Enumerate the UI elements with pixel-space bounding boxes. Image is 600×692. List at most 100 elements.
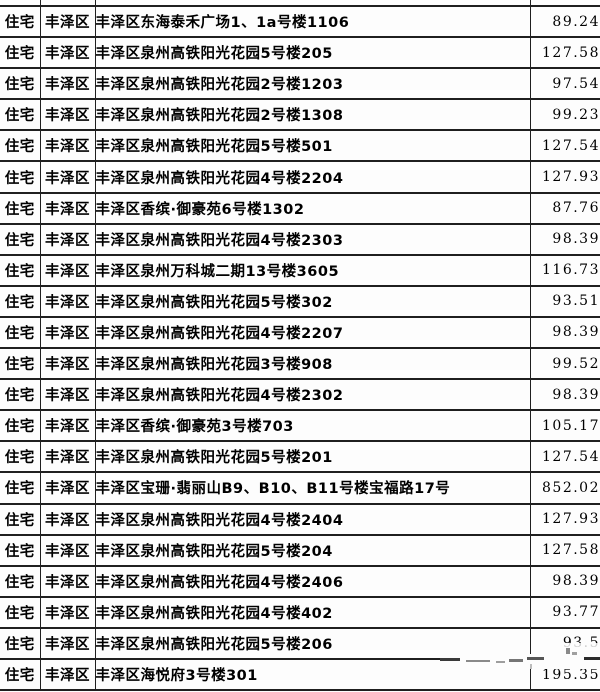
cell-property-type: 住宅 xyxy=(0,222,40,255)
cell-area: 89.24 xyxy=(529,4,600,38)
cell-property-type: 住宅 xyxy=(0,595,40,628)
cell-district: 丰泽区 xyxy=(39,160,95,193)
smear-dash xyxy=(466,660,490,662)
table-row: 住宅 丰泽区 丰泽区泉州高铁阳光花园3号楼908 99.52 xyxy=(0,347,600,380)
cell-property-type: 住宅 xyxy=(0,564,40,597)
cell-area: 98.39 xyxy=(529,222,600,255)
cell-district: 丰泽区 xyxy=(39,378,95,411)
cell-property-type: 住宅 xyxy=(0,626,40,659)
cell-area: 852.02 xyxy=(529,471,600,504)
cell-area: 127.93 xyxy=(529,502,600,535)
table-row: 住宅 丰泽区 丰泽区东海泰禾广场1、1a号楼1106 89.24 xyxy=(0,4,600,38)
cell-address: 丰泽区泉州高铁阳光花园4号楼2406 xyxy=(94,564,530,597)
cell-property-type: 住宅 xyxy=(0,409,40,442)
smear-dash xyxy=(440,658,460,661)
smear-digit-fragment xyxy=(572,652,577,655)
cell-property-type: 住宅 xyxy=(0,657,40,692)
cell-district: 丰泽区 xyxy=(39,564,95,597)
cell-district: 丰泽区 xyxy=(39,657,95,692)
cell-address: 丰泽区香缤·御豪苑3号楼703 xyxy=(94,409,530,442)
cell-district: 丰泽区 xyxy=(39,440,95,473)
cell-property-type: 住宅 xyxy=(0,315,40,349)
smear-digit-fragment xyxy=(566,648,570,654)
cell-address: 丰泽区泉州高铁阳光花园4号楼2302 xyxy=(94,378,530,411)
table-row: 住宅 丰泽区 丰泽区香缤·御豪苑6号楼1302 87.76 xyxy=(0,191,600,224)
cell-district: 丰泽区 xyxy=(39,347,95,380)
cell-address: 丰泽区宝珊·翡丽山B9、B10、B11号楼宝福路17号 xyxy=(94,471,530,504)
cell-address: 丰泽区泉州高铁阳光花园4号楼2204 xyxy=(94,160,530,193)
cell-property-type: 住宅 xyxy=(0,378,40,411)
smear-dash xyxy=(527,657,544,660)
cell-property-type: 住宅 xyxy=(0,253,40,286)
cell-district: 丰泽区 xyxy=(39,595,95,628)
table-row: 住宅 丰泽区 丰泽区香缤·御豪苑3号楼703 105.17 xyxy=(0,409,600,442)
table-row: 住宅 丰泽区 丰泽区宝珊·翡丽山B9、B10、B11号楼宝福路17号 852.0… xyxy=(0,471,600,504)
table-row: 住宅 丰泽区 丰泽区泉州万科城二期13号楼3605 116.73 xyxy=(0,253,600,286)
cell-district: 丰泽区 xyxy=(39,129,95,162)
table-row: 住宅 丰泽区 丰泽区泉州高铁阳光花园4号楼2404 127.93 xyxy=(0,502,600,535)
cell-property-type: 住宅 xyxy=(0,4,40,38)
table-row: 住宅 丰泽区 丰泽区泉州高铁阳光花园2号楼1203 97.54 xyxy=(0,67,600,100)
cell-area: 93.51 xyxy=(529,284,600,317)
cell-address: 丰泽区泉州高铁阳光花园5号楼205 xyxy=(94,36,530,69)
cell-area: 116.73 xyxy=(529,253,600,286)
cell-area: 127.58 xyxy=(529,533,600,566)
cell-district: 丰泽区 xyxy=(39,36,95,69)
cell-property-type: 住宅 xyxy=(0,471,40,504)
cell-property-type: 住宅 xyxy=(0,129,40,162)
table-row: 住宅 丰泽区 丰泽区泉州高铁阳光花园2号楼1308 99.23 xyxy=(0,98,600,131)
cell-area: 98.39 xyxy=(529,315,600,349)
table-row: 住宅 丰泽区 丰泽区泉州高铁阳光花园5号楼302 93.51 xyxy=(0,284,600,317)
cell-property-type: 住宅 xyxy=(0,347,40,380)
cell-district: 丰泽区 xyxy=(39,409,95,442)
cell-property-type: 住宅 xyxy=(0,440,40,473)
cell-address: 丰泽区东海泰禾广场1、1a号楼1106 xyxy=(94,4,530,38)
table-row: 住宅 丰泽区 丰泽区泉州高铁阳光花园4号楼2303 98.39 xyxy=(0,222,600,255)
cell-address: 丰泽区泉州高铁阳光花园5号楼206 xyxy=(94,626,530,659)
smear-dash xyxy=(584,657,600,660)
cell-address: 丰泽区泉州高铁阳光花园3号楼908 xyxy=(94,347,530,380)
cell-address: 丰泽区泉州高铁阳光花园4号楼2207 xyxy=(94,315,530,349)
table-row: 住宅 丰泽区 丰泽区泉州高铁阳光花园5号楼204 127.58 xyxy=(0,533,600,566)
cell-district: 丰泽区 xyxy=(39,626,95,659)
table-row: 住宅 丰泽区 丰泽区泉州高铁阳光花园5号楼205 127.58 xyxy=(0,36,600,69)
cell-area: 93.77 xyxy=(529,595,600,628)
cell-district: 丰泽区 xyxy=(39,191,95,224)
cell-address: 丰泽区泉州高铁阳光花园5号楼201 xyxy=(94,440,530,473)
cell-property-type: 住宅 xyxy=(0,284,40,317)
cell-area: 127.58 xyxy=(529,36,600,69)
cell-address: 丰泽区泉州万科城二期13号楼3605 xyxy=(94,253,530,286)
cell-address: 丰泽区泉州高铁阳光花园5号楼302 xyxy=(94,284,530,317)
smear-dash xyxy=(496,661,505,663)
cell-district: 丰泽区 xyxy=(39,284,95,317)
table-row: 住宅 丰泽区 丰泽区泉州高铁阳光花园4号楼402 93.77 xyxy=(0,595,600,628)
cell-property-type: 住宅 xyxy=(0,67,40,100)
table-row: 住宅 丰泽区 丰泽区泉州高铁阳光花园4号楼2207 98.39 xyxy=(0,315,600,349)
watermark-smear xyxy=(452,654,600,669)
cell-area: 127.54 xyxy=(529,129,600,162)
cell-address: 丰泽区泉州高铁阳光花园2号楼1203 xyxy=(94,67,530,100)
smear-border-fragment xyxy=(530,664,532,669)
cell-address: 丰泽区香缤·御豪苑6号楼1302 xyxy=(94,191,530,224)
cell-district: 丰泽区 xyxy=(39,4,95,38)
cell-area: 97.54 xyxy=(529,67,600,100)
cell-address: 丰泽区泉州高铁阳光花园4号楼402 xyxy=(94,595,530,628)
cell-property-type: 住宅 xyxy=(0,98,40,131)
cell-property-type: 住宅 xyxy=(0,160,40,193)
table-row: 住宅 丰泽区 丰泽区泉州高铁阳光花园4号楼2406 98.39 xyxy=(0,564,600,597)
table-row: 住宅 丰泽区 丰泽区泉州高铁阳光花园4号楼2204 127.93 xyxy=(0,160,600,193)
cell-district: 丰泽区 xyxy=(39,222,95,255)
cell-district: 丰泽区 xyxy=(39,98,95,131)
partial-row-top xyxy=(0,0,600,6)
cell-district: 丰泽区 xyxy=(39,533,95,566)
cell-property-type: 住宅 xyxy=(0,36,40,69)
cell-area: 98.39 xyxy=(529,564,600,597)
cell-address: 丰泽区泉州高铁阳光花园4号楼2404 xyxy=(94,502,530,535)
cell-area: 87.76 xyxy=(529,191,600,224)
cell-area: 99.23 xyxy=(529,98,600,131)
cell-address: 丰泽区泉州高铁阳光花园5号楼204 xyxy=(94,533,530,566)
table-row: 住宅 丰泽区 丰泽区泉州高铁阳光花园5号楼201 127.54 xyxy=(0,440,600,473)
